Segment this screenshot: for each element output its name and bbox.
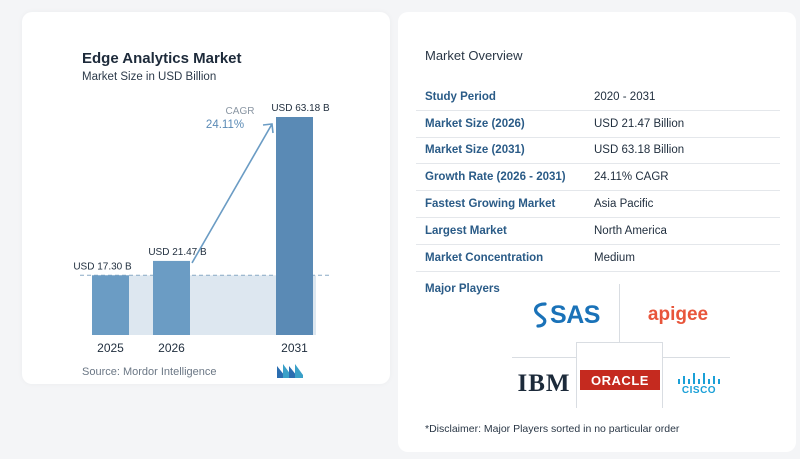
bar-chart: USD 17.30 B 2025 USD 21.47 B 2026 USD 63.18 … [73, 103, 330, 355]
data-label: USD 63.18 B [271, 103, 330, 114]
overview-key: Fastest Growing Market [425, 198, 556, 211]
overview-row: Market Concentration Medium [416, 245, 780, 272]
bar-2026 [153, 260, 190, 335]
overview-key: Largest Market [425, 224, 507, 237]
overview-row: Largest Market North America [416, 218, 780, 245]
category-label: 2031 [281, 341, 308, 355]
apigee-logo: apigee [640, 300, 716, 330]
overview-key: Market Concentration [425, 251, 544, 264]
oracle-logo: ORACLE [580, 370, 660, 390]
overview-key: Growth Rate (2026 - 2031) [425, 171, 566, 184]
sas-swirl-icon [534, 302, 547, 328]
overview-value: 24.11% CAGR [594, 171, 669, 184]
bar-2031 [276, 117, 313, 335]
bar-2025 [92, 275, 129, 335]
cagr-label: CAGR [226, 106, 255, 117]
overview-row: Market Size (2031) USD 63.18 Billion [416, 138, 780, 165]
player-divider [576, 342, 577, 408]
cagr-arrow [191, 123, 273, 264]
sas-logo-text: SAS [550, 300, 600, 329]
source-text: Source: Mordor Intelligence [82, 366, 217, 378]
major-players-title: Major Players [425, 283, 500, 295]
cagr-value: 24.11% [206, 119, 244, 131]
oracle-logo-text: ORACLE [591, 372, 649, 388]
data-label: USD 21.47 B [148, 247, 207, 258]
mordor-intelligence-logo-icon [277, 364, 303, 378]
overview-key: Market Size (2031) [425, 144, 525, 157]
category-label: 2026 [158, 341, 185, 355]
overview-key: Market Size (2026) [425, 117, 525, 130]
overview-value: Asia Pacific [594, 198, 654, 211]
data-label: USD 17.30 B [73, 261, 132, 272]
overview-row: Growth Rate (2026 - 2031) 24.11% CAGR [416, 164, 780, 192]
cisco-logo-text: CISCO [681, 384, 717, 396]
disclaimer: *Disclaimer: Major Players sorted in no … [425, 423, 680, 435]
overview-row: Market Size (2026) USD 21.47 Billion [416, 111, 780, 138]
overview-value: North America [594, 224, 667, 237]
player-divider [512, 357, 576, 358]
chart-subtitle: Market Size in USD Billion [82, 71, 217, 83]
category-label: 2025 [97, 341, 124, 355]
player-divider [619, 284, 620, 342]
overview-table: Study Period 2020 - 2031 Market Size (20… [416, 84, 780, 272]
overview-row: Study Period 2020 - 2031 [416, 84, 780, 111]
cisco-bars-icon [678, 372, 720, 384]
chart-title: Edge Analytics Market [82, 50, 242, 67]
sas-logo: SAS [528, 298, 604, 332]
cisco-logo: CISCO [672, 366, 726, 400]
overview-row: Fastest Growing Market Asia Pacific [416, 191, 780, 218]
player-divider [576, 342, 663, 343]
overview-value: USD 63.18 Billion [594, 144, 685, 157]
overview-value: USD 21.47 Billion [594, 117, 685, 130]
overview-value: 2020 - 2031 [594, 90, 656, 103]
overview-value: Medium [594, 251, 635, 264]
cagr-arrowhead [262, 123, 274, 134]
overview-key: Study Period [425, 90, 496, 103]
player-divider [662, 342, 663, 408]
player-divider [662, 357, 730, 358]
ibm-logo-text: IBM [517, 370, 571, 398]
ibm-logo: IBM [512, 369, 576, 399]
overview-title: Market Overview [425, 48, 523, 63]
apigee-logo-text: apigee [647, 304, 709, 325]
